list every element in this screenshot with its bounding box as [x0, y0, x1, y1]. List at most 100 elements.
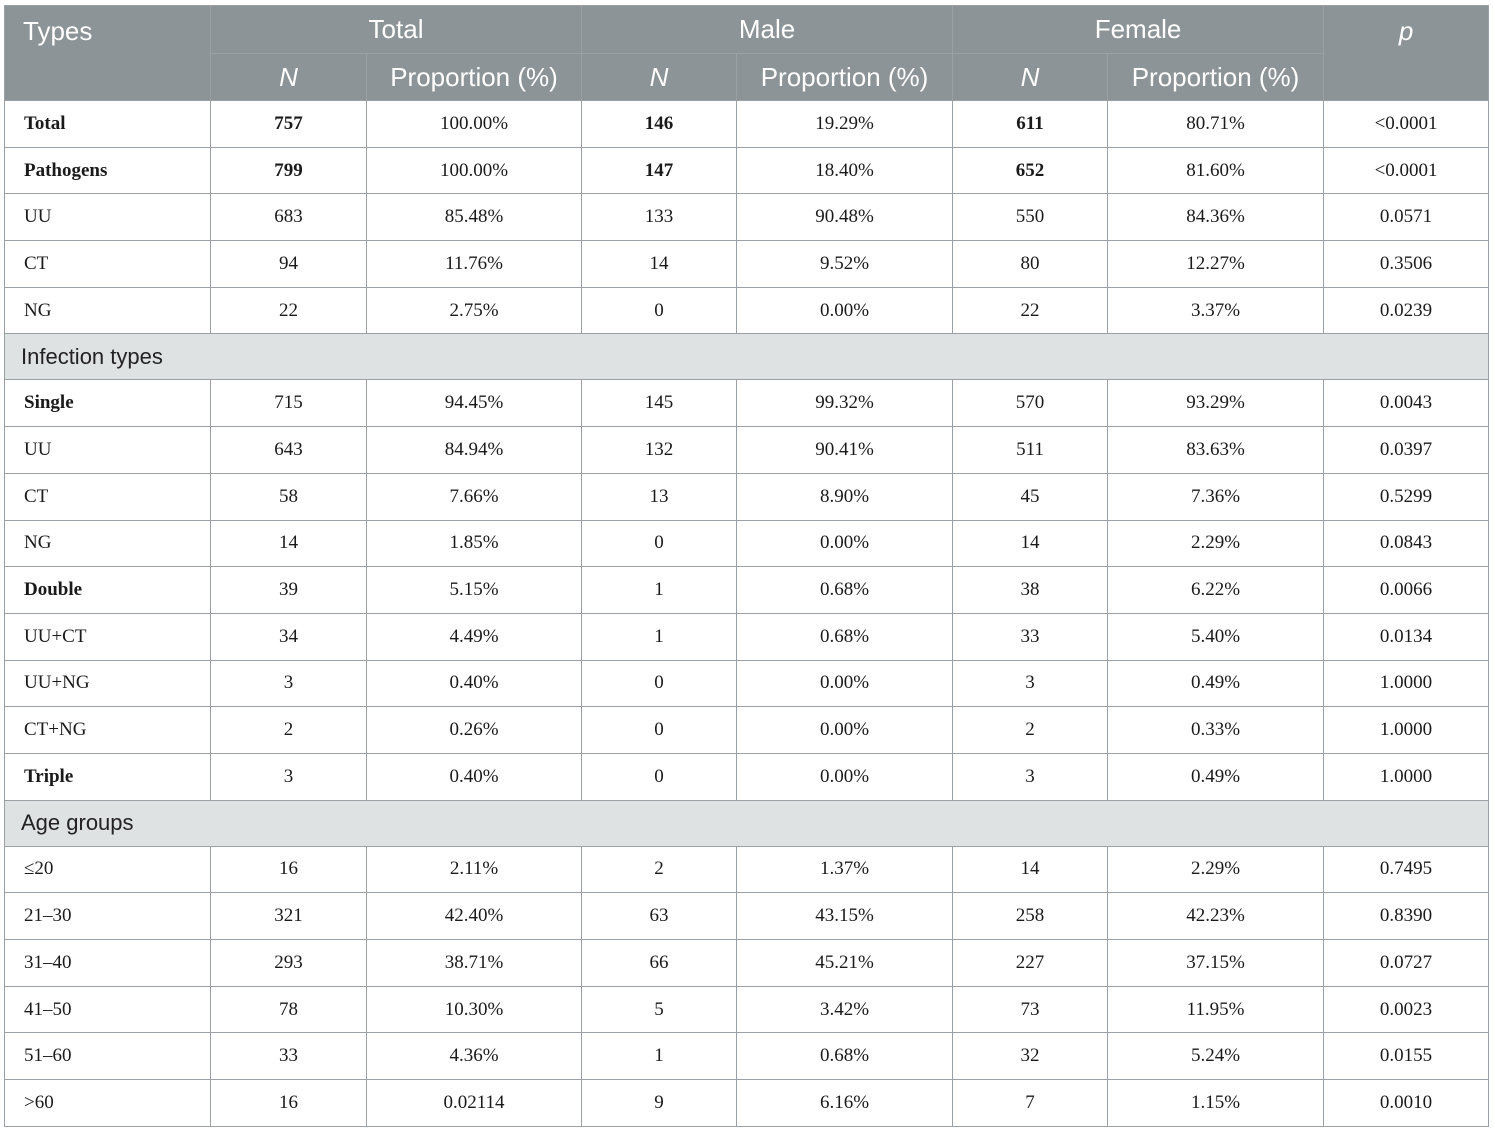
cell-total-n: 14 — [210, 519, 367, 568]
cell-p-value: 0.0023 — [1323, 985, 1490, 1034]
cell-male-proportion: 0.00% — [736, 706, 954, 754]
cell-p-value: 1.0000 — [1323, 659, 1490, 708]
cell-type-label: ≤20 — [4, 845, 211, 894]
cell-male-proportion: 0.00% — [736, 519, 954, 568]
cell-male-n: 5 — [581, 985, 738, 1034]
cell-total-n: 16 — [210, 845, 367, 894]
cell-total-n: 643 — [210, 426, 367, 474]
table-row: ≤20 16 2.11% 2 1.37% 14 2.29% 0.7495 — [4, 845, 1490, 894]
cell-male-proportion: 0.68% — [736, 1032, 954, 1081]
cell-total-n: 78 — [210, 985, 367, 1034]
table-row: 51–60 33 4.36% 1 0.68% 32 5.24% 0.0155 — [4, 1032, 1490, 1081]
cell-male-n: 1 — [581, 612, 738, 661]
cell-male-proportion: 18.40% — [736, 146, 954, 195]
cell-total-n: 33 — [210, 1032, 367, 1081]
cell-total-n: 799 — [210, 146, 367, 195]
cell-p-value: <0.0001 — [1323, 146, 1490, 195]
cell-total-n: 22 — [210, 286, 367, 335]
cell-total-n: 757 — [210, 100, 367, 148]
cell-total-n: 34 — [210, 612, 367, 661]
table-row: 31–40 293 38.71% 66 45.21% 227 37.15% 0.0727 — [4, 939, 1490, 987]
cell-male-n: 145 — [581, 379, 738, 428]
cell-female-proportion: 83.63% — [1107, 426, 1325, 474]
header-total: Total — [209, 5, 583, 54]
infection-table: Types Total Male Female p N Proportion (… — [3, 5, 1490, 1127]
cell-male-proportion: 45.21% — [736, 939, 954, 987]
cell-total-proportion: 2.75% — [365, 286, 583, 335]
cell-type-label: 41–50 — [4, 985, 211, 1034]
table-row: 41–50 78 10.30% 5 3.42% 73 11.95% 0.0023 — [4, 985, 1490, 1034]
table-row: NG 22 2.75% 0 0.00% 22 3.37% 0.0239 — [4, 286, 1490, 335]
cell-female-n: 14 — [952, 845, 1109, 894]
table-row: 21–30 321 42.40% 63 43.15% 258 42.23% 0.8390 — [4, 892, 1490, 940]
cell-type-label: UU+CT — [4, 612, 211, 661]
cell-p-value: 0.8390 — [1323, 892, 1490, 940]
cell-type-label: >60 — [4, 1079, 211, 1127]
cell-male-n: 2 — [581, 845, 738, 894]
cell-female-n: 45 — [952, 472, 1109, 521]
cell-total-proportion: 7.66% — [365, 472, 583, 521]
header-total-proportion: Proportion (%) — [365, 53, 583, 101]
cell-type-label: 31–40 — [4, 939, 211, 987]
section-header-row: Age groups — [3, 799, 1490, 847]
table-row: CT+NG 2 0.26% 0 0.00% 2 0.33% 1.0000 — [4, 706, 1490, 754]
cell-type-label: NG — [4, 286, 211, 335]
cell-total-n: 321 — [210, 892, 367, 940]
cell-total-proportion: 100.00% — [365, 146, 583, 195]
header-female: Female — [952, 5, 1325, 54]
table-row: Double 39 5.15% 1 0.68% 38 6.22% 0.0066 — [4, 566, 1490, 614]
cell-male-proportion: 99.32% — [736, 379, 954, 428]
cell-female-proportion: 6.22% — [1107, 566, 1325, 614]
cell-p-value: 0.0066 — [1323, 566, 1490, 614]
cell-p-value: <0.0001 — [1323, 100, 1490, 148]
cell-p-value: 1.0000 — [1323, 706, 1490, 754]
cell-type-label: Pathogens — [4, 146, 211, 195]
header-male-n: N — [581, 53, 738, 101]
cell-male-proportion: 19.29% — [736, 100, 954, 148]
header-row-groups: Types Total Male Female p — [4, 5, 1490, 101]
cell-total-proportion: 10.30% — [365, 985, 583, 1034]
cell-male-proportion: 0.68% — [736, 566, 954, 614]
cell-female-proportion: 5.24% — [1107, 1032, 1325, 1081]
table-row: Triple 3 0.40% 0 0.00% 3 0.49% 1.0000 — [4, 752, 1490, 801]
cell-female-proportion: 7.36% — [1107, 472, 1325, 521]
cell-total-proportion: 0.02114 — [365, 1079, 583, 1127]
cell-total-proportion: 1.85% — [365, 519, 583, 568]
cell-female-proportion: 0.49% — [1107, 659, 1325, 708]
cell-female-proportion: 84.36% — [1107, 193, 1325, 242]
cell-p-value: 0.5299 — [1323, 472, 1490, 521]
cell-female-proportion: 11.95% — [1107, 985, 1325, 1034]
cell-female-n: 258 — [952, 892, 1109, 940]
header-total-n: N — [210, 53, 367, 101]
cell-male-n: 132 — [581, 426, 738, 474]
cell-p-value: 0.0571 — [1323, 193, 1490, 242]
cell-male-n: 147 — [581, 146, 738, 195]
table-row: CT 94 11.76% 14 9.52% 80 12.27% 0.3506 — [4, 240, 1490, 288]
cell-male-proportion: 90.48% — [736, 193, 954, 242]
cell-total-n: 3 — [210, 752, 367, 801]
cell-female-proportion: 12.27% — [1107, 240, 1325, 288]
header-male-proportion: Proportion (%) — [736, 53, 954, 101]
cell-p-value: 0.0043 — [1323, 379, 1490, 428]
cell-total-proportion: 0.40% — [365, 659, 583, 708]
cell-female-proportion: 0.49% — [1107, 752, 1325, 801]
cell-female-n: 33 — [952, 612, 1109, 661]
cell-total-n: 2 — [210, 706, 367, 754]
cell-total-n: 94 — [210, 240, 367, 288]
cell-male-n: 0 — [581, 286, 738, 335]
cell-male-proportion: 3.42% — [736, 985, 954, 1034]
cell-total-proportion: 85.48% — [365, 193, 583, 242]
cell-male-proportion: 1.37% — [736, 845, 954, 894]
section-header-row: Infection types — [3, 333, 1490, 381]
cell-male-n: 0 — [581, 519, 738, 568]
table-row: UU 643 84.94% 132 90.41% 511 83.63% 0.0397 — [4, 426, 1490, 474]
table-row: UU 683 85.48% 133 90.48% 550 84.36% 0.0571 — [4, 193, 1490, 242]
cell-female-n: 652 — [952, 146, 1109, 195]
cell-male-n: 63 — [581, 892, 738, 940]
cell-female-n: 3 — [952, 752, 1109, 801]
cell-total-n: 683 — [210, 193, 367, 242]
cell-total-n: 3 — [210, 659, 367, 708]
cell-total-proportion: 38.71% — [365, 939, 583, 987]
cell-total-n: 293 — [210, 939, 367, 987]
table-row: Pathogens 799 100.00% 147 18.40% 652 81.60% <0.… — [4, 146, 1490, 195]
